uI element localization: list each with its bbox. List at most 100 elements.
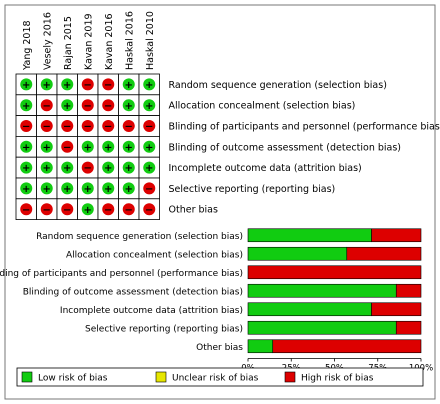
judgement-symbol: + bbox=[125, 163, 133, 174]
legend-swatch-unclear bbox=[155, 371, 167, 383]
judgement-high-mark bbox=[61, 120, 74, 132]
bar-segment-high bbox=[272, 339, 422, 354]
judgement-symbol: + bbox=[145, 80, 153, 91]
judgement-symbol: − bbox=[145, 122, 153, 133]
judgement-low-mark bbox=[40, 140, 53, 153]
judgement-symbol: − bbox=[104, 122, 112, 133]
judgement-low-mark bbox=[20, 161, 33, 174]
judgement-symbol: + bbox=[63, 80, 71, 91]
judgement-low-mark bbox=[143, 140, 156, 153]
judgement-symbol: + bbox=[43, 142, 51, 153]
legend-swatch-low bbox=[21, 371, 33, 383]
legend-label: Unclear risk of bias bbox=[172, 374, 259, 384]
graph-category-label: Blinding of outcome assessment (detectio… bbox=[23, 287, 243, 297]
judgement-high-mark bbox=[102, 78, 115, 91]
judgement-symbol: + bbox=[43, 184, 51, 195]
judgement-symbol: − bbox=[43, 122, 51, 133]
bar-segment-low bbox=[247, 320, 397, 335]
bar-segment-low bbox=[247, 302, 372, 317]
judgement-symbol: + bbox=[22, 142, 30, 153]
judgement-symbol: + bbox=[104, 163, 112, 174]
judgement-symbol: − bbox=[145, 184, 153, 195]
graph-category-label: Random sequence generation (selection bi… bbox=[36, 232, 243, 242]
risk-of-bias-summary-table: Yang 2018 Vesely 2016 Rajan 2015 Kavan 2019… bbox=[15, 11, 440, 221]
domain-label: Allocation concealment (selection bias) bbox=[169, 101, 356, 112]
judgement-symbol: + bbox=[145, 101, 153, 112]
judgement-symbol: + bbox=[104, 184, 112, 195]
judgement-symbol: + bbox=[145, 142, 153, 153]
judgement-symbol: − bbox=[22, 205, 30, 216]
judgement-symbol: + bbox=[22, 101, 30, 112]
bar-segment-low bbox=[247, 339, 274, 354]
judgement-low-mark bbox=[81, 140, 94, 153]
judgement-symbol: − bbox=[43, 101, 51, 112]
judgement-low-mark bbox=[61, 99, 74, 112]
judgement-symbol: + bbox=[125, 80, 133, 91]
bar-segment-high bbox=[395, 283, 422, 298]
judgement-symbol: − bbox=[63, 122, 71, 133]
graph-category-label: Selective reporting (reporting bias) bbox=[85, 324, 243, 334]
judgement-low-mark bbox=[20, 78, 33, 91]
judgement-symbol: − bbox=[63, 142, 71, 153]
bar-segment-low bbox=[247, 283, 397, 298]
judgement-low-mark bbox=[81, 203, 94, 216]
judgement-low-mark bbox=[20, 182, 33, 195]
judgement-low-mark bbox=[122, 182, 135, 195]
judgement-symbol: − bbox=[84, 101, 92, 112]
judgement-symbol: − bbox=[84, 80, 92, 91]
judgement-symbol: + bbox=[22, 163, 30, 174]
judgement-low-mark bbox=[102, 140, 115, 153]
judgement-high-mark bbox=[102, 203, 115, 216]
judgement-symbol: + bbox=[84, 184, 92, 195]
study-label: Vesely 2016 bbox=[42, 12, 53, 70]
judgement-low-mark bbox=[81, 182, 94, 195]
judgement-low-mark bbox=[143, 161, 156, 174]
judgement-symbol: + bbox=[43, 163, 51, 174]
judgement-symbol: + bbox=[145, 163, 153, 174]
bar-segment-high bbox=[346, 246, 422, 261]
judgement-symbol: + bbox=[63, 184, 71, 195]
judgement-high-mark bbox=[81, 99, 94, 112]
judgement-symbol: − bbox=[104, 80, 112, 91]
judgement-symbol: + bbox=[84, 142, 92, 153]
judgement-symbol: + bbox=[84, 205, 92, 216]
judgement-high-mark bbox=[122, 203, 135, 216]
judgement-symbol: − bbox=[22, 122, 30, 133]
judgement-symbol: + bbox=[63, 163, 71, 174]
judgement-high-mark bbox=[81, 78, 94, 91]
judgement-high-mark bbox=[40, 99, 53, 112]
judgement-symbol: − bbox=[84, 163, 92, 174]
chart-legend: Low risk of bias Unclear risk of bias High… bbox=[16, 367, 424, 387]
judgement-symbol: + bbox=[125, 101, 133, 112]
judgement-low-mark bbox=[40, 161, 53, 174]
judgement-high-mark bbox=[143, 203, 156, 216]
judgement-high-mark bbox=[143, 120, 156, 132]
judgement-high-mark bbox=[143, 182, 156, 195]
judgement-symbol: + bbox=[22, 184, 30, 195]
bar-segment-high bbox=[395, 320, 422, 335]
judgement-symbol: − bbox=[125, 122, 133, 133]
judgement-low-mark bbox=[122, 140, 135, 153]
judgement-high-mark bbox=[40, 120, 53, 132]
judgement-symbol: + bbox=[22, 80, 30, 91]
bar-segment-low bbox=[247, 228, 372, 243]
judgement-symbol: + bbox=[104, 142, 112, 153]
domain-label: Blinding of outcome assessment (detectio… bbox=[169, 142, 402, 153]
judgement-high-mark bbox=[122, 120, 135, 132]
legend-label: Low risk of bias bbox=[38, 374, 108, 384]
judgement-symbol: − bbox=[125, 205, 133, 216]
study-label: Kavan 2016 bbox=[104, 13, 115, 70]
judgement-symbol: + bbox=[125, 184, 133, 195]
judgement-low-mark bbox=[40, 78, 53, 91]
judgement-high-mark bbox=[102, 99, 115, 112]
judgement-low-mark bbox=[143, 78, 156, 91]
judgement-low-mark bbox=[122, 99, 135, 112]
judgement-low-mark bbox=[102, 182, 115, 195]
judgement-symbol: − bbox=[104, 205, 112, 216]
domain-label: Selective reporting (reporting bias) bbox=[169, 184, 336, 195]
legend-box bbox=[16, 367, 424, 387]
judgement-low-mark bbox=[61, 78, 74, 91]
graph-category-label: Other bias bbox=[196, 343, 243, 353]
graph-category-label: Incomplete outcome data (attrition bias) bbox=[60, 306, 243, 316]
